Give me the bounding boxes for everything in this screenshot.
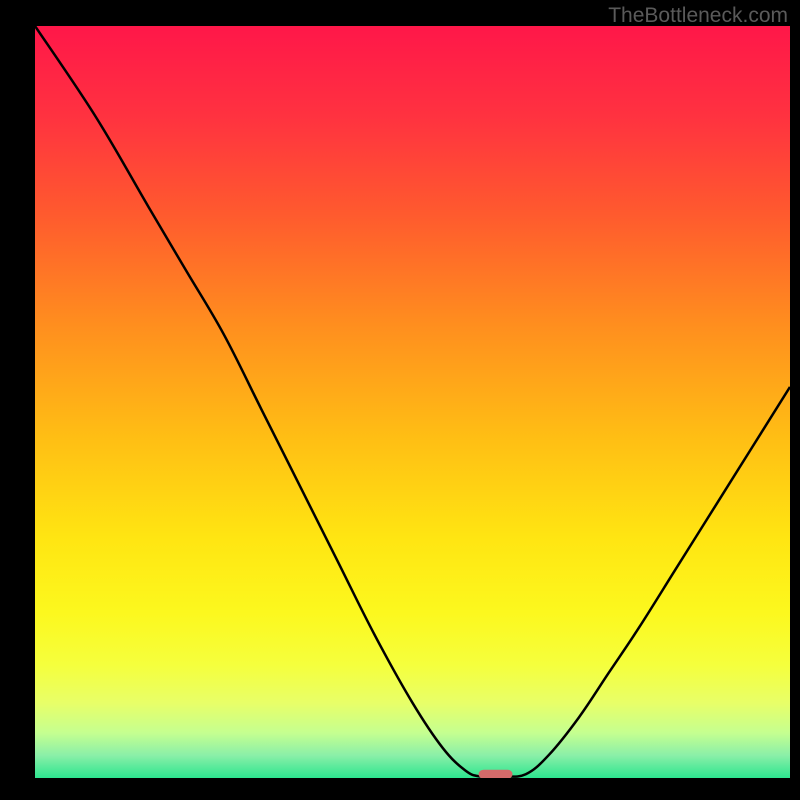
- gradient-background: [35, 26, 790, 778]
- bottleneck-chart: [35, 26, 790, 778]
- chart-container: [35, 26, 790, 778]
- watermark-text: TheBottleneck.com: [608, 4, 788, 28]
- minimum-marker: [479, 770, 513, 778]
